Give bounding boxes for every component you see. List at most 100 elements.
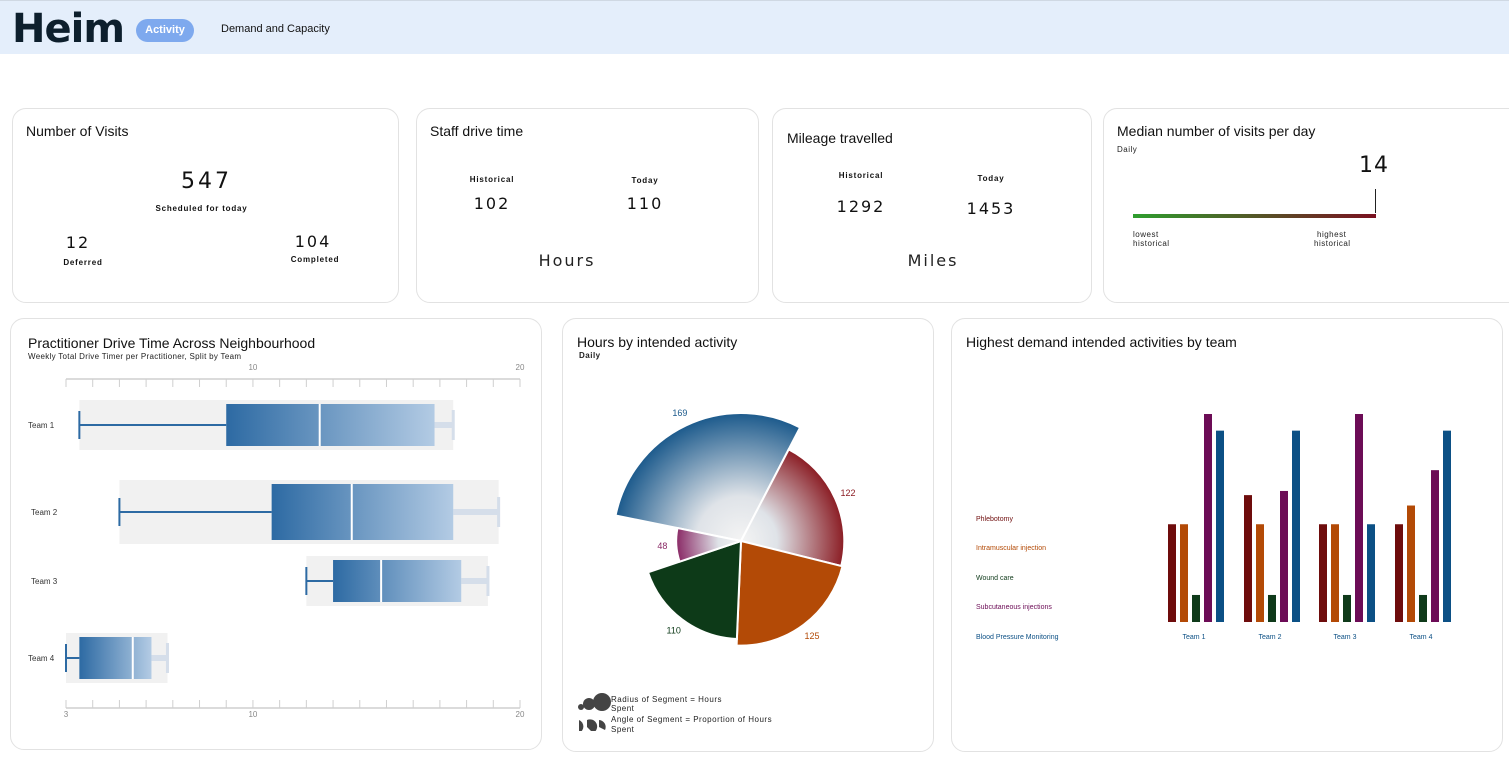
highest-label-2: historical bbox=[1314, 239, 1351, 248]
today-value: 1453 bbox=[966, 199, 1016, 218]
legend-item: Intramuscular injection bbox=[976, 545, 1046, 552]
team-label: Team 4 bbox=[28, 654, 55, 663]
card-subtitle: Daily bbox=[1117, 145, 1138, 154]
historical-label: Historical bbox=[838, 171, 884, 180]
polar-segment-2 bbox=[739, 448, 846, 568]
legend-item: Phlebotomy bbox=[976, 516, 1013, 523]
historical-label: Historical bbox=[469, 175, 515, 184]
median-value: 14 bbox=[1359, 153, 1389, 178]
bar bbox=[1407, 505, 1415, 622]
bar bbox=[1280, 490, 1288, 622]
bar bbox=[1268, 594, 1276, 622]
today-label: Today bbox=[977, 174, 1005, 183]
bar bbox=[1204, 414, 1212, 622]
top-navigation-bar: Heim Activity Demand and Capacity bbox=[0, 0, 1509, 54]
box-iqr bbox=[333, 560, 462, 602]
historical-value: 102 bbox=[473, 194, 511, 213]
bar bbox=[1319, 524, 1327, 622]
bar bbox=[1431, 470, 1439, 622]
bar bbox=[1355, 414, 1363, 622]
staff-drive-time-card: Staff drive time Historical 102 Today 11… bbox=[416, 108, 759, 303]
bar bbox=[1256, 524, 1264, 622]
top-tick-label: 10 bbox=[248, 363, 257, 372]
box-iqr bbox=[79, 637, 152, 679]
scheduled-label: Scheduled for today bbox=[155, 204, 248, 213]
card-title: Median number of visits per day bbox=[1117, 123, 1316, 139]
card-title: Hours by intended activity bbox=[577, 334, 738, 350]
bar bbox=[1367, 524, 1375, 622]
segment-value-label: 110 bbox=[667, 626, 681, 636]
category-label: Team 4 bbox=[1410, 634, 1433, 641]
box-team-2 bbox=[118, 480, 501, 544]
polar-segment-3 bbox=[735, 539, 844, 647]
highest-label: highest bbox=[1317, 230, 1347, 239]
whisker-high bbox=[434, 422, 454, 428]
polar-segment-1 bbox=[614, 412, 802, 543]
category-label: Team 2 bbox=[1259, 634, 1282, 641]
segment-value-label: 48 bbox=[657, 541, 667, 551]
bar bbox=[1168, 524, 1176, 622]
bar bbox=[1443, 430, 1451, 622]
grouped-bar-chart: Phlebotomy Intramuscular injection Wound c… bbox=[976, 414, 1451, 641]
nav-tab-demand-and-capacity[interactable]: Demand and Capacity bbox=[221, 23, 330, 35]
nav-tab-activity[interactable]: Activity bbox=[136, 19, 194, 42]
legend-item: Blood Pressure Monitoring bbox=[976, 634, 1059, 641]
historical-range-gradient-bar bbox=[1133, 214, 1376, 218]
segment-value-label: 125 bbox=[804, 631, 819, 641]
hours-by-activity-card: Hours by intended activity Daily 169 122 1… bbox=[562, 318, 934, 752]
card-title: Highest demand intended activities by te… bbox=[966, 334, 1237, 350]
unit-label: Miles bbox=[907, 251, 959, 270]
highest-demand-card: Highest demand intended activities by te… bbox=[951, 318, 1503, 752]
bar bbox=[1331, 524, 1339, 622]
bar bbox=[1292, 430, 1300, 622]
team-label: Team 2 bbox=[31, 508, 58, 517]
bar bbox=[1343, 594, 1351, 622]
box-team-3 bbox=[305, 556, 490, 606]
median-visits-card: Median number of visits per day Daily 14… bbox=[1103, 108, 1509, 303]
legend-item: Subcutaneous injections bbox=[976, 604, 1052, 611]
completed-label: Completed bbox=[290, 255, 340, 264]
box-iqr bbox=[271, 484, 454, 540]
median-marker bbox=[1375, 189, 1376, 213]
segment-value-label: 169 bbox=[672, 408, 687, 418]
historical-value: 1292 bbox=[836, 197, 886, 216]
completed-value: 104 bbox=[294, 232, 332, 251]
polar-area-chart: 169 122 125 110 48 bbox=[614, 408, 855, 647]
scheduled-value: 547 bbox=[181, 169, 232, 194]
team-label: Team 1 bbox=[28, 421, 55, 430]
unit-label: Hours bbox=[538, 251, 596, 270]
legend-item: Wound care bbox=[976, 575, 1014, 582]
legend-radius-text: Radius of Segment = Hours bbox=[611, 695, 722, 704]
card-subtitle: Daily bbox=[579, 351, 601, 360]
whisker-high bbox=[151, 655, 168, 661]
legend-radius-text-2: Spent bbox=[611, 704, 635, 713]
card-subtitle: Weekly Total Drive Timer per Practitione… bbox=[28, 352, 242, 361]
box-team-4 bbox=[65, 633, 169, 683]
number-of-visits-card: Number of Visits 547 Scheduled for today… bbox=[12, 108, 399, 303]
bar bbox=[1395, 524, 1403, 622]
lowest-label: lowest bbox=[1133, 230, 1159, 239]
today-label: Today bbox=[631, 176, 659, 185]
bar bbox=[1216, 430, 1224, 622]
category-label: Team 1 bbox=[1183, 634, 1206, 641]
card-title: Number of Visits bbox=[26, 123, 129, 139]
top-tick-label: 20 bbox=[516, 363, 525, 372]
card-title: Mileage travelled bbox=[787, 130, 893, 146]
card-title: Practitioner Drive Time Across Neighbour… bbox=[28, 335, 316, 351]
box-iqr bbox=[226, 404, 435, 446]
legend-radius-icon bbox=[578, 693, 611, 731]
bottom-tick-label: 3 bbox=[64, 710, 69, 719]
deferred-value: 12 bbox=[65, 233, 91, 252]
whisker-high bbox=[461, 578, 488, 584]
bar bbox=[1419, 594, 1427, 622]
lowest-label-2: historical bbox=[1133, 239, 1170, 248]
bar bbox=[1180, 524, 1188, 622]
practitioner-drive-time-card: Practitioner Drive Time Across Neighbour… bbox=[10, 318, 542, 750]
category-label: Team 3 bbox=[1334, 634, 1357, 641]
bar bbox=[1244, 495, 1252, 622]
mileage-travelled-card: Mileage travelled Historical 1292 Today … bbox=[772, 108, 1092, 303]
heim-logo[interactable]: Heim bbox=[12, 6, 125, 52]
bottom-tick-label: 20 bbox=[516, 710, 525, 719]
legend-angle-text-2: Spent bbox=[611, 725, 635, 734]
polar-segment-5 bbox=[675, 526, 745, 563]
